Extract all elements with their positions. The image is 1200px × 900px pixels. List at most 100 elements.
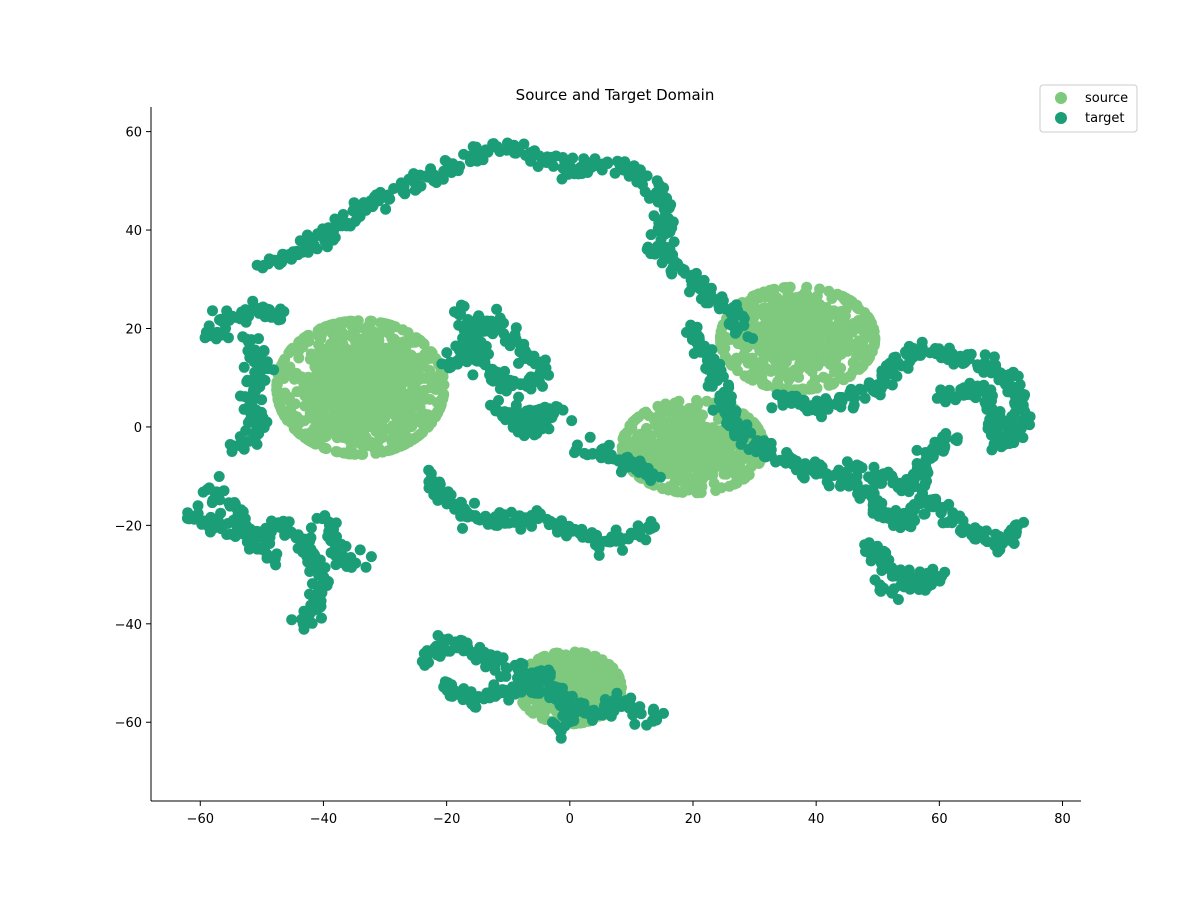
target-point	[207, 305, 218, 317]
target-point	[929, 343, 941, 354]
target-point	[798, 472, 810, 484]
source-point	[756, 321, 768, 333]
target-point	[532, 513, 544, 525]
target-point	[315, 595, 327, 607]
target-point	[805, 464, 817, 476]
target-point	[563, 706, 574, 718]
target-point	[691, 321, 703, 333]
source-point	[407, 434, 419, 446]
source-point	[374, 329, 385, 341]
source-point	[318, 376, 330, 388]
source-point	[271, 378, 283, 390]
target-point	[629, 718, 641, 730]
target-point	[992, 411, 1004, 423]
target-point	[566, 415, 578, 427]
target-point	[450, 163, 462, 175]
source-point	[818, 309, 830, 321]
target-point	[298, 623, 310, 635]
target-point	[512, 680, 524, 692]
target-point	[988, 351, 1000, 363]
source-point	[740, 370, 751, 382]
source-point	[424, 364, 436, 376]
source-point	[831, 366, 843, 378]
x-axis-ticks: −60 −40 −20 0 20 40 60 80	[187, 801, 1071, 827]
source-point	[332, 375, 344, 387]
source-point	[370, 447, 382, 459]
source-point	[338, 447, 349, 459]
target-point	[704, 378, 716, 390]
target-point	[243, 336, 255, 348]
source-point	[696, 481, 708, 493]
target-point	[240, 519, 252, 531]
target-point	[461, 637, 473, 649]
target-point	[949, 433, 961, 445]
target-point	[930, 493, 942, 505]
source-point	[375, 383, 387, 395]
target-point	[738, 320, 750, 331]
source-point	[363, 324, 375, 336]
target-point	[450, 636, 462, 648]
target-point	[1012, 370, 1024, 382]
target-point	[567, 152, 579, 164]
source-point	[848, 341, 860, 353]
target-point	[354, 544, 366, 556]
target-point	[909, 481, 921, 492]
source-point	[359, 335, 370, 347]
plot-area	[181, 137, 1036, 744]
target-point	[911, 444, 923, 456]
target-point	[650, 247, 662, 259]
target-point	[635, 708, 647, 720]
y-tick-label: −60	[115, 716, 142, 731]
target-point	[1012, 520, 1024, 532]
target-point	[494, 324, 506, 336]
target-point	[885, 586, 897, 598]
target-point	[451, 355, 462, 367]
source-point	[795, 360, 807, 372]
target-point	[513, 514, 525, 526]
source-point	[365, 315, 377, 327]
source-point	[567, 663, 579, 675]
legend: source target	[1039, 84, 1138, 133]
source-point	[365, 355, 377, 367]
source-point	[344, 409, 356, 421]
source-point	[557, 660, 569, 672]
target-point	[423, 464, 435, 476]
source-point	[653, 425, 665, 437]
source-point	[418, 420, 430, 432]
source-point	[349, 400, 361, 412]
source-point	[768, 283, 780, 295]
target-point	[688, 348, 700, 359]
source-point	[765, 365, 777, 377]
source-point	[778, 282, 790, 294]
target-point	[978, 379, 990, 391]
source-point	[414, 335, 426, 347]
target-point	[201, 484, 213, 496]
target-point	[847, 402, 859, 414]
target-point	[612, 455, 624, 467]
target-point	[500, 670, 512, 682]
target-point	[226, 446, 238, 457]
source-point	[386, 332, 398, 344]
target-point	[914, 459, 926, 471]
source-point	[336, 410, 348, 421]
source-point	[371, 421, 383, 433]
target-point	[238, 361, 250, 373]
source-point	[569, 646, 581, 658]
target-point	[360, 561, 372, 573]
target-point	[240, 316, 252, 328]
target-point	[833, 394, 845, 406]
target-point	[485, 374, 497, 386]
target-point	[502, 137, 513, 149]
target-point	[286, 614, 298, 626]
source-point	[353, 366, 364, 378]
target-point	[470, 701, 482, 713]
target-point	[466, 153, 478, 165]
source-point	[781, 351, 792, 363]
source-point	[381, 408, 393, 420]
source-point	[824, 325, 836, 337]
source-point	[761, 380, 773, 391]
target-point	[251, 302, 263, 314]
target-point	[491, 303, 503, 315]
source-point	[288, 422, 300, 434]
target-point	[578, 153, 590, 165]
